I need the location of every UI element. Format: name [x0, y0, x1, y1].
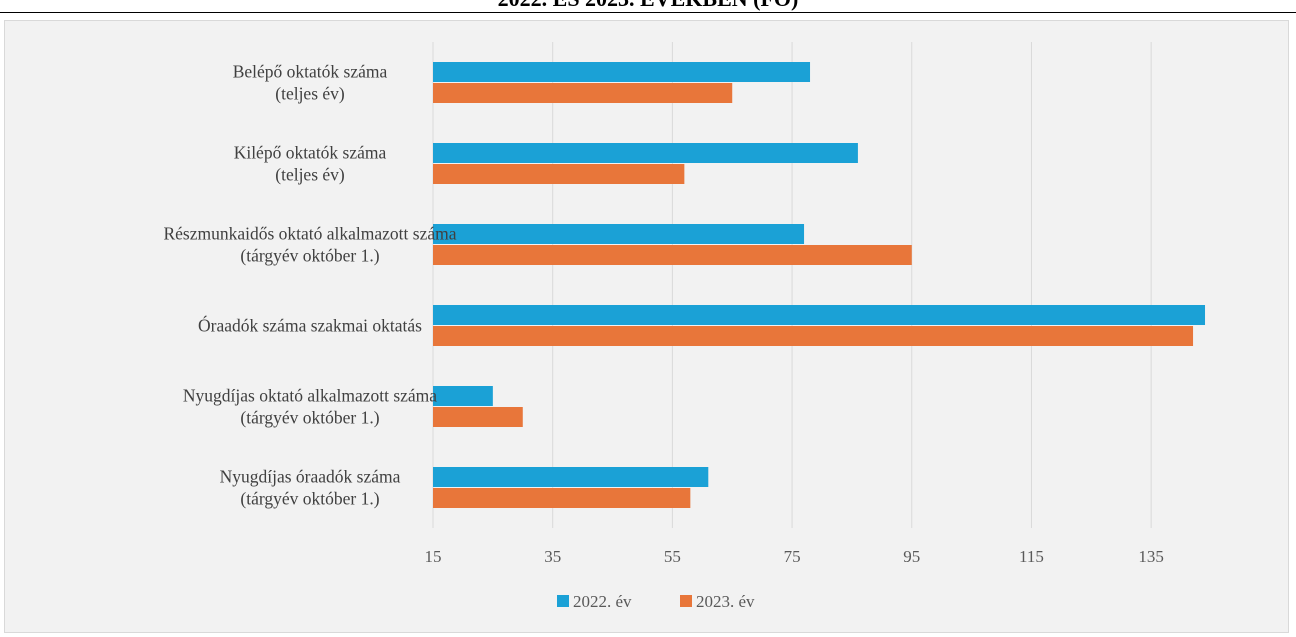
category-label: Kilépő oktatók száma (teljes év) [234, 143, 387, 185]
page-title: 2022. ÉS 2023. ÉVEKBEN (FŐ) [0, 0, 1296, 12]
category-label: Óraadók száma szakmai oktatás [198, 316, 422, 336]
bar-2023 [433, 326, 1194, 346]
bar-2023 [433, 164, 685, 184]
title-divider [0, 12, 1296, 13]
x-tick-label: 135 [1138, 547, 1164, 566]
legend-label: 2023. év [696, 592, 755, 611]
x-tick-label: 75 [784, 547, 801, 566]
bar-2022 [433, 62, 811, 82]
legend-swatch [557, 595, 569, 607]
x-tick-label: 115 [1019, 547, 1044, 566]
legend-swatch [680, 595, 692, 607]
x-tick-label: 55 [664, 547, 681, 566]
x-tick-label: 35 [544, 547, 561, 566]
legend-label: 2022. év [573, 592, 632, 611]
bar-2022 [433, 224, 805, 244]
bar-2023 [433, 83, 733, 103]
category-label: Részmunkaidős oktató alkalmazott száma (t… [163, 224, 456, 266]
category-label: Nyugdíjas oktató alkalmazott száma (tárgy… [183, 386, 437, 428]
bar-2023 [433, 245, 912, 265]
bar-2023 [433, 407, 523, 427]
x-tick-label: 95 [903, 547, 920, 566]
category-label: Nyugdíjas óraadók száma (tárgyév október … [220, 467, 401, 509]
category-label: Belépő oktatók száma (teljes év) [233, 62, 388, 104]
bar-2022 [433, 386, 493, 406]
bar-2022 [433, 143, 858, 163]
x-tick-label: 15 [425, 547, 442, 566]
bar-2023 [433, 488, 691, 508]
bar-2022 [433, 305, 1206, 325]
bar-2022 [433, 467, 709, 487]
